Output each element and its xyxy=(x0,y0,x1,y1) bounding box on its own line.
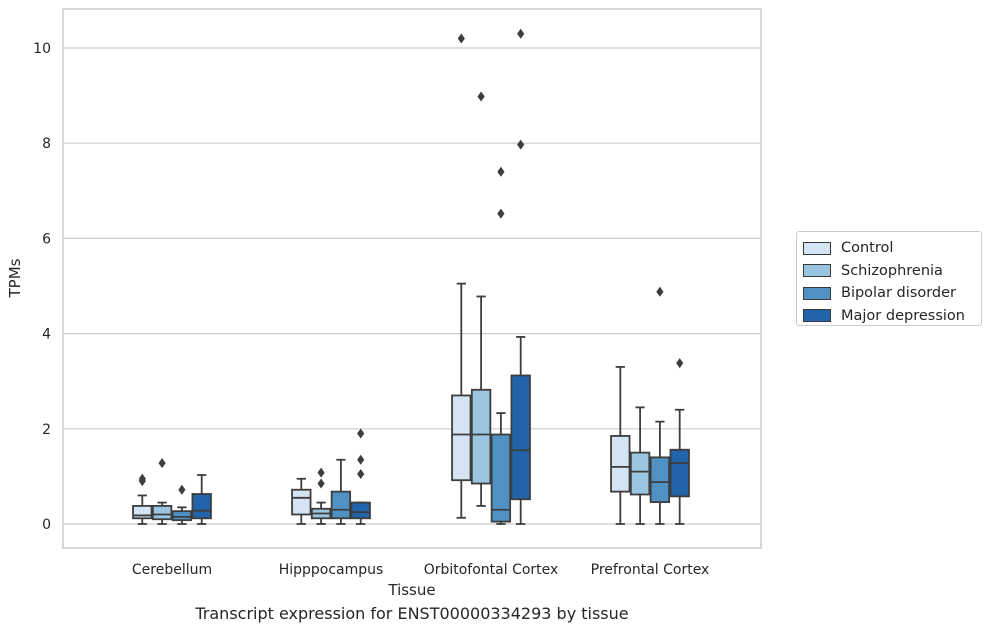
outlier-point xyxy=(178,484,186,495)
box-iqr xyxy=(470,388,492,485)
x-axis-ticks: Cerebellum Hipppocampus Orbitofontal Corte… xyxy=(132,562,709,578)
x-tick-label: Orbitofontal Cortex xyxy=(424,562,559,578)
outlier-point xyxy=(517,139,525,150)
box-iqr xyxy=(132,505,153,520)
box xyxy=(610,366,631,525)
outlier-point xyxy=(357,469,365,480)
box-iqr xyxy=(510,374,531,501)
legend-label: Major depression xyxy=(841,307,965,324)
outlier-point xyxy=(357,428,365,439)
box-iqr xyxy=(451,394,472,482)
legend: Control Schizophrenia Bipolar disorder Majo… xyxy=(796,231,982,326)
box-iqr xyxy=(191,493,212,520)
y-tick-label: 8 xyxy=(42,136,51,152)
outlier-point xyxy=(477,91,485,102)
series-control xyxy=(132,33,631,525)
x-tick-label: Cerebellum xyxy=(132,562,212,578)
box-iqr xyxy=(291,488,312,516)
box-plot-series xyxy=(132,28,690,525)
box xyxy=(350,428,371,525)
y-axis-ticks: 0 2 4 6 8 10 xyxy=(33,41,51,533)
x-tick-label: Hipppocampus xyxy=(279,562,384,578)
box xyxy=(649,286,671,525)
y-tick-label: 0 xyxy=(42,517,51,533)
legend-item: Bipolar disorder xyxy=(803,282,981,305)
outlier-point xyxy=(656,286,664,297)
outlier-point xyxy=(357,454,365,465)
series-schizophrenia xyxy=(151,91,651,525)
outlier-point xyxy=(497,166,505,177)
box xyxy=(330,458,352,525)
box xyxy=(132,473,153,525)
y-tick-label: 4 xyxy=(42,327,51,343)
box-iqr xyxy=(151,505,173,521)
box-iqr xyxy=(610,435,631,493)
plot-frame xyxy=(62,8,762,549)
series-bipolar-disorder xyxy=(171,166,671,525)
gridlines xyxy=(63,47,761,525)
legend-item: Schizophrenia xyxy=(803,260,981,283)
box xyxy=(291,477,312,525)
box xyxy=(151,458,173,525)
box xyxy=(310,467,332,525)
legend-swatch xyxy=(803,264,831,278)
box-iqr xyxy=(330,490,352,520)
outlier-point xyxy=(676,358,684,369)
x-tick-label: Prefrontal Cortex xyxy=(591,562,710,578)
outlier-point xyxy=(457,33,465,44)
box xyxy=(191,474,212,525)
legend-swatch xyxy=(803,286,831,300)
outlier-point xyxy=(317,478,325,489)
box xyxy=(470,91,492,507)
box xyxy=(171,484,193,525)
series-major-depression xyxy=(191,28,690,525)
legend-swatch xyxy=(803,241,831,255)
legend-item: Major depression xyxy=(803,305,981,328)
box-iqr xyxy=(649,456,671,504)
outlier-point xyxy=(497,208,505,219)
legend-label: Bipolar disorder xyxy=(841,285,956,302)
y-axis-label: TPMs xyxy=(6,258,24,298)
figure-caption: Transcript expression for ENST0000033429… xyxy=(195,604,629,623)
box-iqr xyxy=(669,448,690,498)
legend-label: Control xyxy=(841,240,894,257)
box xyxy=(669,358,690,525)
y-tick-label: 6 xyxy=(42,231,51,247)
box xyxy=(510,28,531,525)
box-iqr xyxy=(629,451,651,496)
outlier-point xyxy=(158,458,166,469)
outlier-point xyxy=(138,473,146,484)
legend-swatch xyxy=(803,309,831,323)
legend-label: Schizophrenia xyxy=(841,262,943,279)
y-tick-label: 10 xyxy=(33,41,51,57)
outlier-point xyxy=(517,28,525,39)
box xyxy=(629,406,651,525)
legend-item: Control xyxy=(803,237,981,260)
box xyxy=(490,166,512,525)
box-iqr xyxy=(490,433,512,523)
box-iqr xyxy=(171,510,193,522)
outlier-point xyxy=(317,467,325,478)
box xyxy=(451,33,472,519)
y-tick-label: 2 xyxy=(42,422,51,438)
x-axis-label: Tissue xyxy=(387,581,435,599)
box-iqr xyxy=(350,501,371,520)
